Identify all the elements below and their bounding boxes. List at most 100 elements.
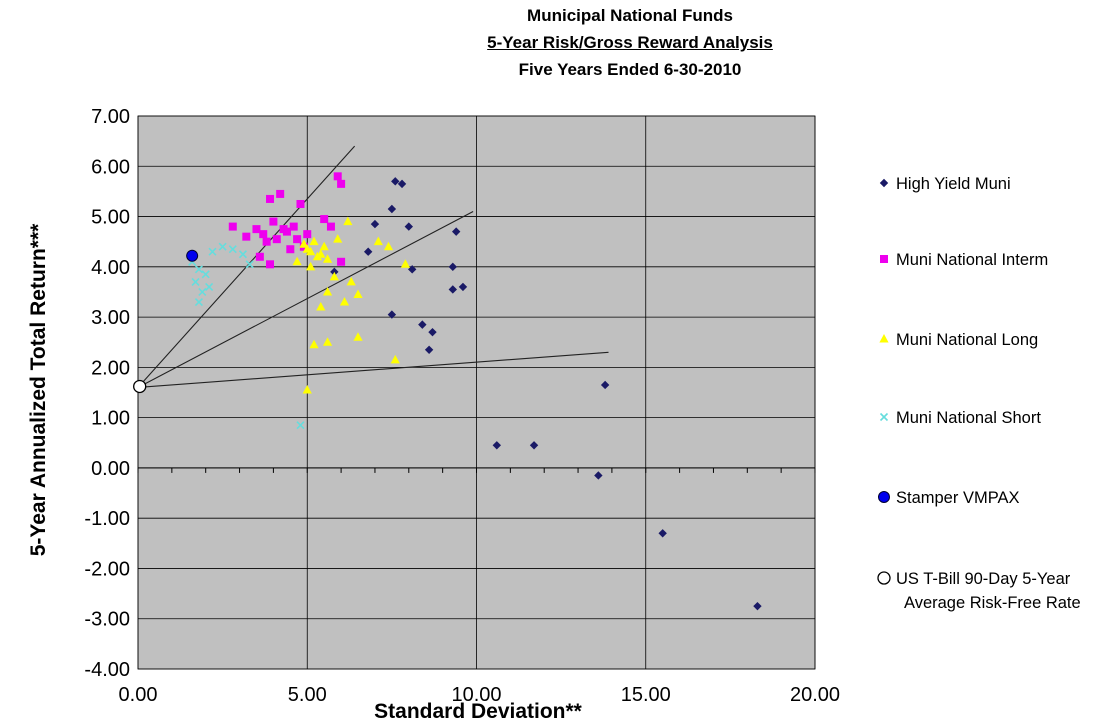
data-point — [387, 310, 397, 319]
x-marker-stroke — [201, 270, 210, 279]
y-tick-label: 3.00 — [91, 307, 130, 329]
data-point — [337, 179, 346, 188]
data-point — [255, 252, 264, 261]
legend-label-line: Average Risk-Free Rate — [904, 594, 1081, 612]
x-tick-label: 20.00 — [790, 684, 840, 706]
x-tick-label: 15.00 — [621, 684, 671, 706]
data-point — [333, 172, 342, 181]
data-point — [296, 199, 305, 208]
y-tick-label: 1.00 — [91, 408, 130, 430]
data-point — [418, 320, 427, 329]
data-point — [373, 236, 383, 246]
legend-label: Muni National Long — [896, 331, 1038, 349]
legend-label: High Yield Muni — [896, 175, 1011, 193]
data-point — [228, 245, 237, 254]
x-tick-label: 5.00 — [288, 684, 327, 706]
data-point — [329, 271, 339, 281]
legend-marker — [877, 571, 891, 585]
data-point — [404, 222, 413, 231]
y-tick-label: 7.00 — [91, 106, 130, 128]
data-point — [383, 241, 394, 251]
data-point — [286, 245, 295, 254]
data-point — [448, 285, 458, 294]
y-tick-label: 6.00 — [91, 156, 130, 178]
x-marker-stroke — [194, 265, 203, 274]
data-point — [198, 287, 207, 297]
y-tick-label: -4.00 — [84, 659, 130, 681]
series-0 — [330, 177, 762, 611]
data-point — [245, 260, 254, 269]
data-point — [529, 441, 539, 450]
data-point — [400, 259, 411, 268]
legend-marker — [879, 178, 889, 188]
y-tick-label: 0.00 — [91, 458, 130, 480]
data-point — [448, 262, 458, 272]
data-point — [346, 276, 356, 286]
data-point — [303, 230, 312, 239]
data-point — [262, 237, 271, 246]
x-marker-stroke — [191, 277, 200, 286]
x-tick-label: 0.00 — [119, 684, 158, 706]
series-4 — [186, 249, 199, 262]
data-point — [458, 282, 468, 292]
x-marker-stroke — [198, 287, 207, 297]
data-point — [424, 345, 434, 354]
data-point — [276, 189, 285, 198]
x-marker-stroke — [879, 412, 889, 422]
legend-marker — [879, 334, 889, 343]
data-point — [309, 339, 319, 349]
data-point — [330, 267, 339, 277]
data-point — [600, 380, 610, 390]
data-point — [337, 257, 346, 266]
data-point — [293, 235, 302, 244]
data-point — [333, 234, 343, 243]
data-point — [194, 265, 203, 274]
y-axis-label: 5-Year Annualized Total Return*** — [27, 223, 50, 556]
data-point — [266, 194, 275, 203]
reference-line — [137, 351, 609, 389]
chart-title: Municipal National Funds — [527, 6, 733, 25]
data-point — [658, 529, 667, 538]
legend-label: Stamper VMPAX — [896, 489, 1019, 507]
y-tick-label: 4.00 — [91, 257, 130, 279]
x-marker-stroke — [296, 421, 305, 430]
legend-marker — [879, 412, 889, 422]
data-point — [322, 254, 333, 263]
data-point — [272, 235, 281, 244]
y-tick-label: -2.00 — [84, 558, 130, 580]
y-tick-label: 2.00 — [91, 357, 130, 379]
data-point — [316, 302, 326, 311]
data-point — [363, 247, 373, 256]
y-tick-label: 5.00 — [91, 207, 130, 229]
x-marker-stroke — [228, 245, 237, 254]
x-marker-stroke — [194, 297, 203, 307]
legend-marker — [878, 491, 890, 503]
data-point — [306, 261, 316, 271]
x-marker-stroke — [238, 250, 248, 259]
data-point — [322, 286, 333, 296]
data-point — [306, 246, 316, 256]
data-point — [296, 421, 305, 430]
legend-label: Muni National Interm — [896, 251, 1048, 269]
data-point — [390, 354, 400, 364]
data-point — [316, 249, 326, 258]
data-point — [451, 227, 461, 236]
data-point — [387, 204, 397, 214]
data-point — [428, 327, 437, 337]
legend-label: Muni National Short — [896, 409, 1041, 427]
x-marker-stroke — [208, 247, 217, 256]
data-point — [269, 217, 278, 226]
data-point — [322, 337, 333, 346]
x-tick-label: 10.00 — [451, 684, 501, 706]
chart-subtitle-period: Five Years Ended 6-30-2010 — [518, 60, 742, 79]
data-point — [353, 289, 363, 298]
legend-label: US T-Bill 90-Day 5-Year Average Risk-Free… — [896, 570, 1081, 612]
data-point — [753, 601, 762, 611]
data-point — [191, 277, 200, 286]
data-points — [133, 172, 762, 611]
data-point — [282, 227, 291, 236]
x-marker-stroke — [205, 282, 214, 291]
data-point — [320, 215, 329, 224]
data-point — [353, 332, 363, 341]
